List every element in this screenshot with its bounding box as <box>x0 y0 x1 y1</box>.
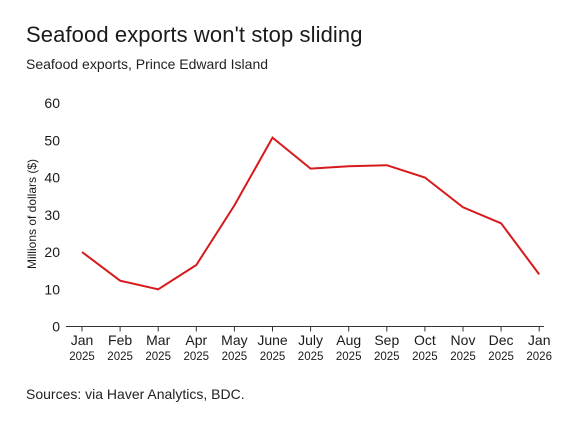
x-tick-label-month: May <box>221 332 247 348</box>
x-tick-label-year: 2025 <box>336 351 362 363</box>
x-tick-label-year: 2025 <box>222 351 248 363</box>
x-tick-label-year: 2025 <box>145 351 171 363</box>
y-tick-label: 20 <box>44 244 60 260</box>
x-tick-label-year: 2025 <box>412 351 438 363</box>
chart-subtitle: Seafood exports, Prince Edward Island <box>26 56 269 72</box>
x-tick-label-month: Dec <box>489 332 514 348</box>
series-line <box>81 136 541 291</box>
x-tick-label-month: Apr <box>185 332 207 348</box>
chart-title: Seafood exports won't stop sliding <box>26 22 363 47</box>
x-tick-label-year: 2025 <box>374 351 400 363</box>
x-tick-label-month: Nov <box>451 332 476 348</box>
y-tick-label: 60 <box>44 95 60 111</box>
x-tick-label-month: June <box>257 332 288 348</box>
x-tick-label-year: 2025 <box>298 351 324 363</box>
x-tick-label-month: Jan <box>71 332 94 348</box>
x-axis: Jan 2025 Feb 2025 Mar 2025 Apr 2025 May 2025 June 2… <box>66 326 552 363</box>
y-axis-label: Millions of dollars ($) <box>25 159 39 269</box>
x-tick-label-year: 2025 <box>69 351 95 363</box>
x-tick-label-year: 2025 <box>488 351 514 363</box>
x-tick-label-month: Sep <box>374 332 399 348</box>
x-tick-label-month: Mar <box>146 332 170 348</box>
chart-source: Sources: via Haver Analytics, BDC. <box>26 386 245 402</box>
x-tick-label-month: Feb <box>108 332 132 348</box>
x-tick-label-month: Jan <box>528 332 551 348</box>
x-tick-label-year: 2026 <box>526 351 552 363</box>
x-tick-label-month: Oct <box>414 332 436 348</box>
x-tick-label-year: 2025 <box>184 351 210 363</box>
x-tick-label-year: 2025 <box>450 351 476 363</box>
y-tick-label: 10 <box>44 281 60 297</box>
y-axis: 0 10 20 30 40 50 60 <box>44 95 60 335</box>
y-tick-label: 0 <box>52 319 60 335</box>
y-tick-label: 40 <box>44 170 60 186</box>
x-tick-label-year: 2025 <box>107 351 133 363</box>
x-tick-label-month: Aug <box>336 332 361 348</box>
x-tick-label-month: July <box>298 332 323 348</box>
x-tick-label-year: 2025 <box>260 351 286 363</box>
y-tick-label: 30 <box>44 207 60 223</box>
y-tick-label: 50 <box>44 132 60 148</box>
series-layer <box>81 136 541 291</box>
